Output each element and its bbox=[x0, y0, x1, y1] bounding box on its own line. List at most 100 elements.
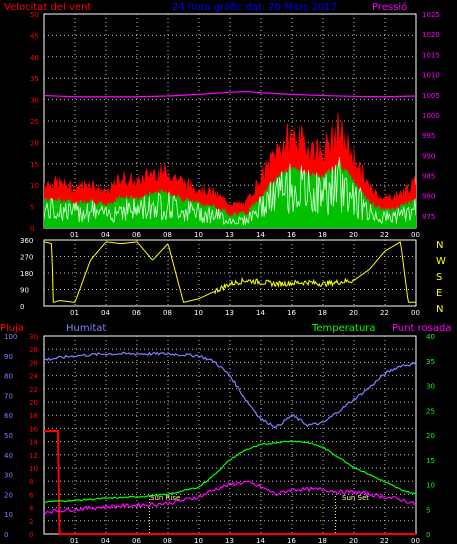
wind-y-tick: 10 bbox=[30, 182, 39, 190]
humidity-y-tick: 90 bbox=[4, 353, 13, 361]
chart-title: 24 hora gràfic dat: 20 Març 2017 bbox=[172, 1, 337, 13]
humidity-y-tick: 50 bbox=[4, 432, 13, 440]
humidity-y-tick: 100 bbox=[4, 333, 17, 341]
pressure-y-tick: 1000 bbox=[422, 112, 440, 120]
pressure-y-tick: 1015 bbox=[422, 51, 440, 59]
rain-y-tick: 28 bbox=[29, 346, 38, 354]
direction-y-tick: 270 bbox=[20, 254, 33, 262]
x-tick-label: 06 bbox=[132, 309, 141, 317]
rain-axis-title: Pluja bbox=[0, 323, 24, 334]
rain-y-tick: 24 bbox=[29, 373, 38, 381]
x-tick-label: 01 bbox=[70, 231, 79, 239]
compass-s: S bbox=[436, 272, 442, 283]
compass-e: E bbox=[436, 288, 442, 299]
pressure-line bbox=[43, 90, 417, 98]
humidity-y-tick: 30 bbox=[4, 472, 13, 480]
humidity-y-tick: 80 bbox=[4, 373, 13, 381]
wind-speed-line bbox=[43, 157, 417, 226]
pressure-axis-title: Pressió bbox=[372, 1, 407, 13]
x-tick-label: 08 bbox=[163, 231, 172, 239]
rain-y-tick: 10 bbox=[29, 465, 38, 473]
rain-y-tick: 22 bbox=[29, 386, 38, 394]
temperature-y-tick: 35 bbox=[426, 358, 435, 366]
pressure-y-tick: 990 bbox=[422, 152, 435, 160]
rain-line bbox=[44, 430, 416, 535]
temperature-axis-title: Temperatura bbox=[311, 323, 376, 334]
humidity-y-tick: 20 bbox=[4, 491, 13, 499]
x-tick-label: 18 bbox=[318, 537, 327, 544]
dewpoint-axis-title: Punt rosada bbox=[392, 323, 451, 334]
pressure-y-tick: 980 bbox=[422, 193, 435, 201]
pressure-y-tick: 1020 bbox=[422, 31, 440, 39]
pressure-y-tick: 1005 bbox=[422, 92, 440, 100]
x-tick-label: 08 bbox=[163, 309, 172, 317]
dewpoint-line bbox=[43, 480, 417, 515]
rain-y-tick: 8 bbox=[29, 478, 33, 486]
x-tick-label: 22 bbox=[380, 231, 389, 239]
sunrise-label: Sun Rise bbox=[150, 494, 180, 502]
wind-y-tick: 25 bbox=[30, 118, 39, 126]
x-tick-label: 18 bbox=[318, 309, 327, 317]
x-tick-label: 14 bbox=[256, 537, 265, 544]
x-tick-label: 04 bbox=[101, 309, 110, 317]
x-tick-label: 06 bbox=[132, 231, 141, 239]
x-tick-label: 01 bbox=[70, 309, 79, 317]
x-tick-label: 10 bbox=[194, 231, 203, 239]
rain-y-tick: 14 bbox=[29, 439, 38, 447]
x-tick-label: 20 bbox=[349, 309, 358, 317]
temperature-y-tick: 5 bbox=[426, 506, 430, 514]
humidity-y-tick: 60 bbox=[4, 412, 13, 420]
temperature-y-tick: 25 bbox=[426, 407, 435, 415]
x-tick-label: 04 bbox=[101, 537, 110, 544]
pressure-y-tick: 975 bbox=[422, 213, 435, 221]
x-tick-label: 01 bbox=[70, 537, 79, 544]
x-tick-label: 06 bbox=[132, 537, 141, 544]
x-tick-label: 22 bbox=[380, 309, 389, 317]
x-tick-label: 18 bbox=[318, 231, 327, 239]
rain-y-tick: 6 bbox=[29, 491, 34, 499]
wind-y-tick: 30 bbox=[30, 97, 39, 105]
humidity-y-tick: 40 bbox=[4, 452, 13, 460]
x-tick-label: 14 bbox=[256, 231, 265, 239]
compass-w: W bbox=[436, 256, 446, 267]
x-tick-label: 08 bbox=[163, 537, 172, 544]
wind-y-tick: 40 bbox=[30, 54, 39, 62]
x-tick-label: 13 bbox=[225, 231, 234, 239]
x-tick-label: 16 bbox=[287, 537, 296, 544]
x-tick-label: 00 bbox=[411, 231, 420, 239]
rain-y-tick: 2 bbox=[29, 518, 33, 526]
rain-y-tick: 26 bbox=[29, 359, 38, 367]
x-tick-label: 04 bbox=[101, 231, 110, 239]
humidity-axis-title: Humitat bbox=[66, 323, 106, 334]
direction-y-tick: 0 bbox=[20, 303, 24, 311]
rain-y-tick: 16 bbox=[29, 425, 38, 433]
rain-y-tick: 20 bbox=[29, 399, 38, 407]
rain-y-tick: 12 bbox=[29, 452, 38, 460]
wind-y-tick: 15 bbox=[30, 161, 39, 169]
sunset-label: Sun Set bbox=[342, 494, 369, 502]
x-tick-label: 13 bbox=[225, 309, 234, 317]
x-tick-label: 00 bbox=[411, 309, 420, 317]
x-tick-label: 20 bbox=[349, 231, 358, 239]
x-tick-label: 13 bbox=[225, 537, 234, 544]
pressure-y-tick: 985 bbox=[422, 173, 435, 181]
wind-y-tick: 0 bbox=[30, 225, 34, 233]
rain-y-tick: 30 bbox=[29, 333, 38, 341]
direction-y-tick: 90 bbox=[20, 287, 29, 295]
wind-axis-title: Velocitat del vent bbox=[4, 2, 91, 13]
x-tick-label: 10 bbox=[194, 537, 203, 544]
rain-y-tick: 18 bbox=[29, 412, 38, 420]
temperature-y-tick: 15 bbox=[426, 457, 435, 465]
pressure-y-tick: 995 bbox=[422, 132, 435, 140]
x-tick-label: 22 bbox=[380, 537, 389, 544]
wind-direction-line bbox=[43, 241, 416, 303]
temperature-line bbox=[43, 440, 417, 503]
temperature-y-tick: 30 bbox=[426, 383, 435, 391]
humidity-y-tick: 0 bbox=[4, 531, 8, 539]
wind-y-tick: 35 bbox=[30, 75, 39, 83]
x-tick-label: 00 bbox=[411, 537, 420, 544]
pressure-y-tick: 1025 bbox=[422, 11, 440, 19]
